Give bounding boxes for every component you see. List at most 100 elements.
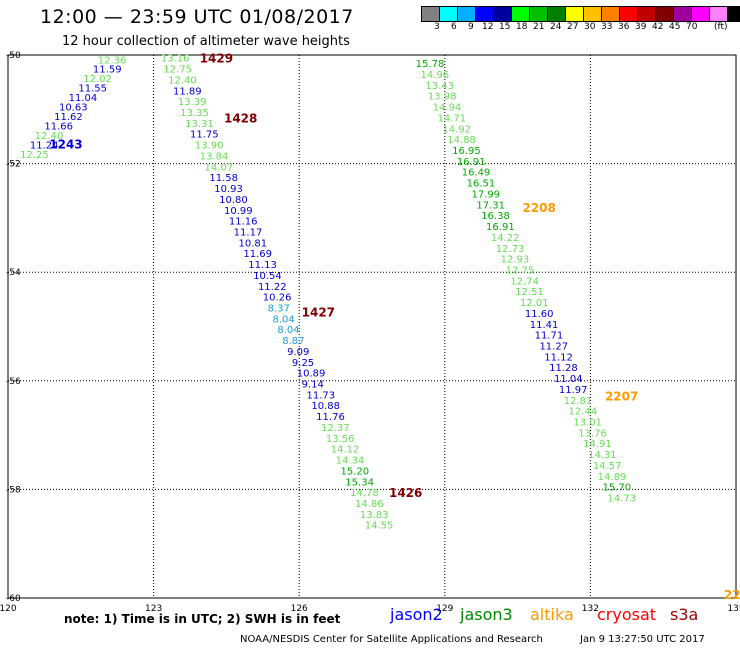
wave-height-value: 14.07	[205, 162, 234, 173]
wave-height-value: 12.40	[168, 75, 197, 86]
wave-height-value: 12.74	[510, 276, 539, 287]
wave-height-value: 15.70	[603, 483, 632, 494]
scale-unit: (ft)	[714, 22, 728, 32]
legend-item-jason2: jason2	[390, 605, 443, 624]
wave-height-value: 13.83	[360, 510, 389, 521]
lon-tick-label: 123	[145, 604, 162, 614]
wave-height-value: 11.66	[44, 122, 73, 133]
scale-label: 12	[482, 22, 494, 32]
wave-height-value: 8.04	[277, 325, 299, 336]
legend-item-s3a: s3a	[670, 605, 699, 624]
legend-item-cryosat: cryosat	[597, 605, 657, 624]
wave-height-value: 13.39	[178, 97, 207, 108]
wave-height-value: 11.71	[535, 331, 564, 342]
wave-height-value: 14.34	[336, 456, 365, 467]
wave-height-value: 11.59	[93, 65, 122, 76]
wave-height-value: 12.44	[569, 407, 598, 418]
scale-label: 18	[516, 22, 528, 32]
wave-height-value: 16.91	[457, 157, 486, 168]
wave-height-value: 12.02	[83, 74, 112, 85]
wave-height-value: 10.99	[224, 206, 253, 217]
wave-height-value: 11.58	[209, 173, 238, 184]
wave-height-value: 13.35	[180, 108, 209, 119]
wave-height-value: 14.12	[331, 445, 360, 456]
wave-height-value: 12.37	[321, 423, 350, 434]
wave-height-value: 12.40	[35, 131, 64, 142]
pass-label: 1428	[224, 111, 257, 125]
wave-height-value: 11.28	[549, 363, 578, 374]
scale-label: 21	[533, 22, 545, 32]
scale-label: 36	[618, 22, 630, 32]
wave-height-value: 11.60	[525, 309, 554, 320]
page-subtitle: 12 hour collection of altimeter wave hei…	[62, 34, 350, 49]
wave-height-value: 13.56	[326, 434, 355, 445]
scale-label: 6	[451, 22, 457, 32]
pass-label: 1429	[200, 52, 233, 66]
scale-label: 42	[652, 22, 664, 32]
wave-height-value: 12.75	[163, 65, 192, 76]
wave-height-value: 11.24	[30, 141, 59, 152]
wave-height-value: 12.81	[564, 396, 593, 407]
wave-height-value: 16.95	[452, 146, 481, 157]
wave-height-value: 16.91	[486, 222, 515, 233]
wave-height-value: 9.09	[287, 347, 309, 358]
wave-height-value: 11.76	[316, 412, 345, 423]
wave-height-value: 14.91	[583, 439, 612, 450]
legend-item-jason3: jason3	[460, 605, 513, 624]
wave-height-value: 14.55	[365, 521, 394, 532]
wave-height-value: 14.88	[447, 135, 476, 146]
pass-label: 2207	[605, 389, 638, 403]
wave-height-value: 17.99	[471, 189, 500, 200]
lat-tick-label: -60	[6, 594, 21, 604]
wave-height-value: 12.75	[505, 265, 534, 276]
wave-height-value: 10.26	[263, 293, 292, 304]
wave-height-value: 14.96	[421, 70, 450, 81]
pass-label: 2208	[522, 201, 555, 215]
wave-height-value: 14.71	[438, 113, 467, 124]
wave-height-value: 8.87	[282, 336, 304, 347]
wave-height-value: 10.63	[59, 103, 88, 114]
wave-height-value: 10.80	[219, 195, 248, 206]
wave-height-value: 12.25	[20, 150, 49, 161]
wave-height-value: 13.43	[425, 81, 454, 92]
note-text: note: 1) Time is in UTC; 2) SWH is in fe…	[64, 612, 341, 626]
scale-label: 30	[584, 22, 596, 32]
lat-tick-label: -50	[6, 51, 21, 61]
lat-tick-label: -52	[6, 160, 21, 170]
wave-height-value: 16.49	[462, 168, 491, 179]
wave-height-value: 11.04	[554, 374, 583, 385]
pass-label: 1426	[389, 486, 422, 500]
lon-tick-label: 126	[291, 604, 308, 614]
credits-text: NOAA/NESDIS Center for Satellite Applica…	[240, 634, 543, 645]
wave-height-value: 14.31	[588, 450, 617, 461]
wave-height-value: 14.22	[491, 233, 520, 244]
wave-height-value: 10.89	[297, 369, 326, 380]
pass-label: 1243	[49, 138, 82, 152]
map-frame	[7, 54, 737, 599]
wave-height-value: 15.20	[340, 466, 369, 477]
wave-height-value: 10.81	[239, 238, 268, 249]
wave-height-value: 11.27	[539, 342, 568, 353]
lon-tick-label: 129	[436, 604, 453, 614]
wave-height-value: 11.17	[234, 227, 263, 238]
wave-height-value: 10.54	[253, 271, 282, 282]
wave-height-value: 14.57	[593, 461, 622, 472]
wave-height-value: 11.41	[530, 320, 559, 331]
wave-height-value: 13.16	[161, 54, 190, 65]
scale-label: 33	[601, 22, 613, 32]
wave-height-value: 11.16	[229, 217, 258, 228]
wave-height-value: 8.04	[273, 314, 295, 325]
scale-label: 70	[686, 22, 698, 32]
wave-height-value: 11.12	[544, 352, 573, 363]
lat-tick-label: -54	[6, 268, 21, 278]
scale-label: 39	[635, 22, 647, 32]
wave-height-value: 13.90	[195, 141, 224, 152]
wave-height-value: 11.69	[243, 249, 272, 260]
wave-height-value: 10.88	[311, 401, 340, 412]
wave-height-value: 13.84	[200, 151, 229, 162]
lon-tick-label: 132	[582, 604, 599, 614]
page-title: 12:00 — 23:59 UTC 01/08/2017	[40, 6, 354, 28]
lon-tick-label: 135	[727, 604, 740, 614]
wave-height-value: 13.98	[428, 92, 457, 103]
wave-height-value: 11.22	[258, 282, 287, 293]
